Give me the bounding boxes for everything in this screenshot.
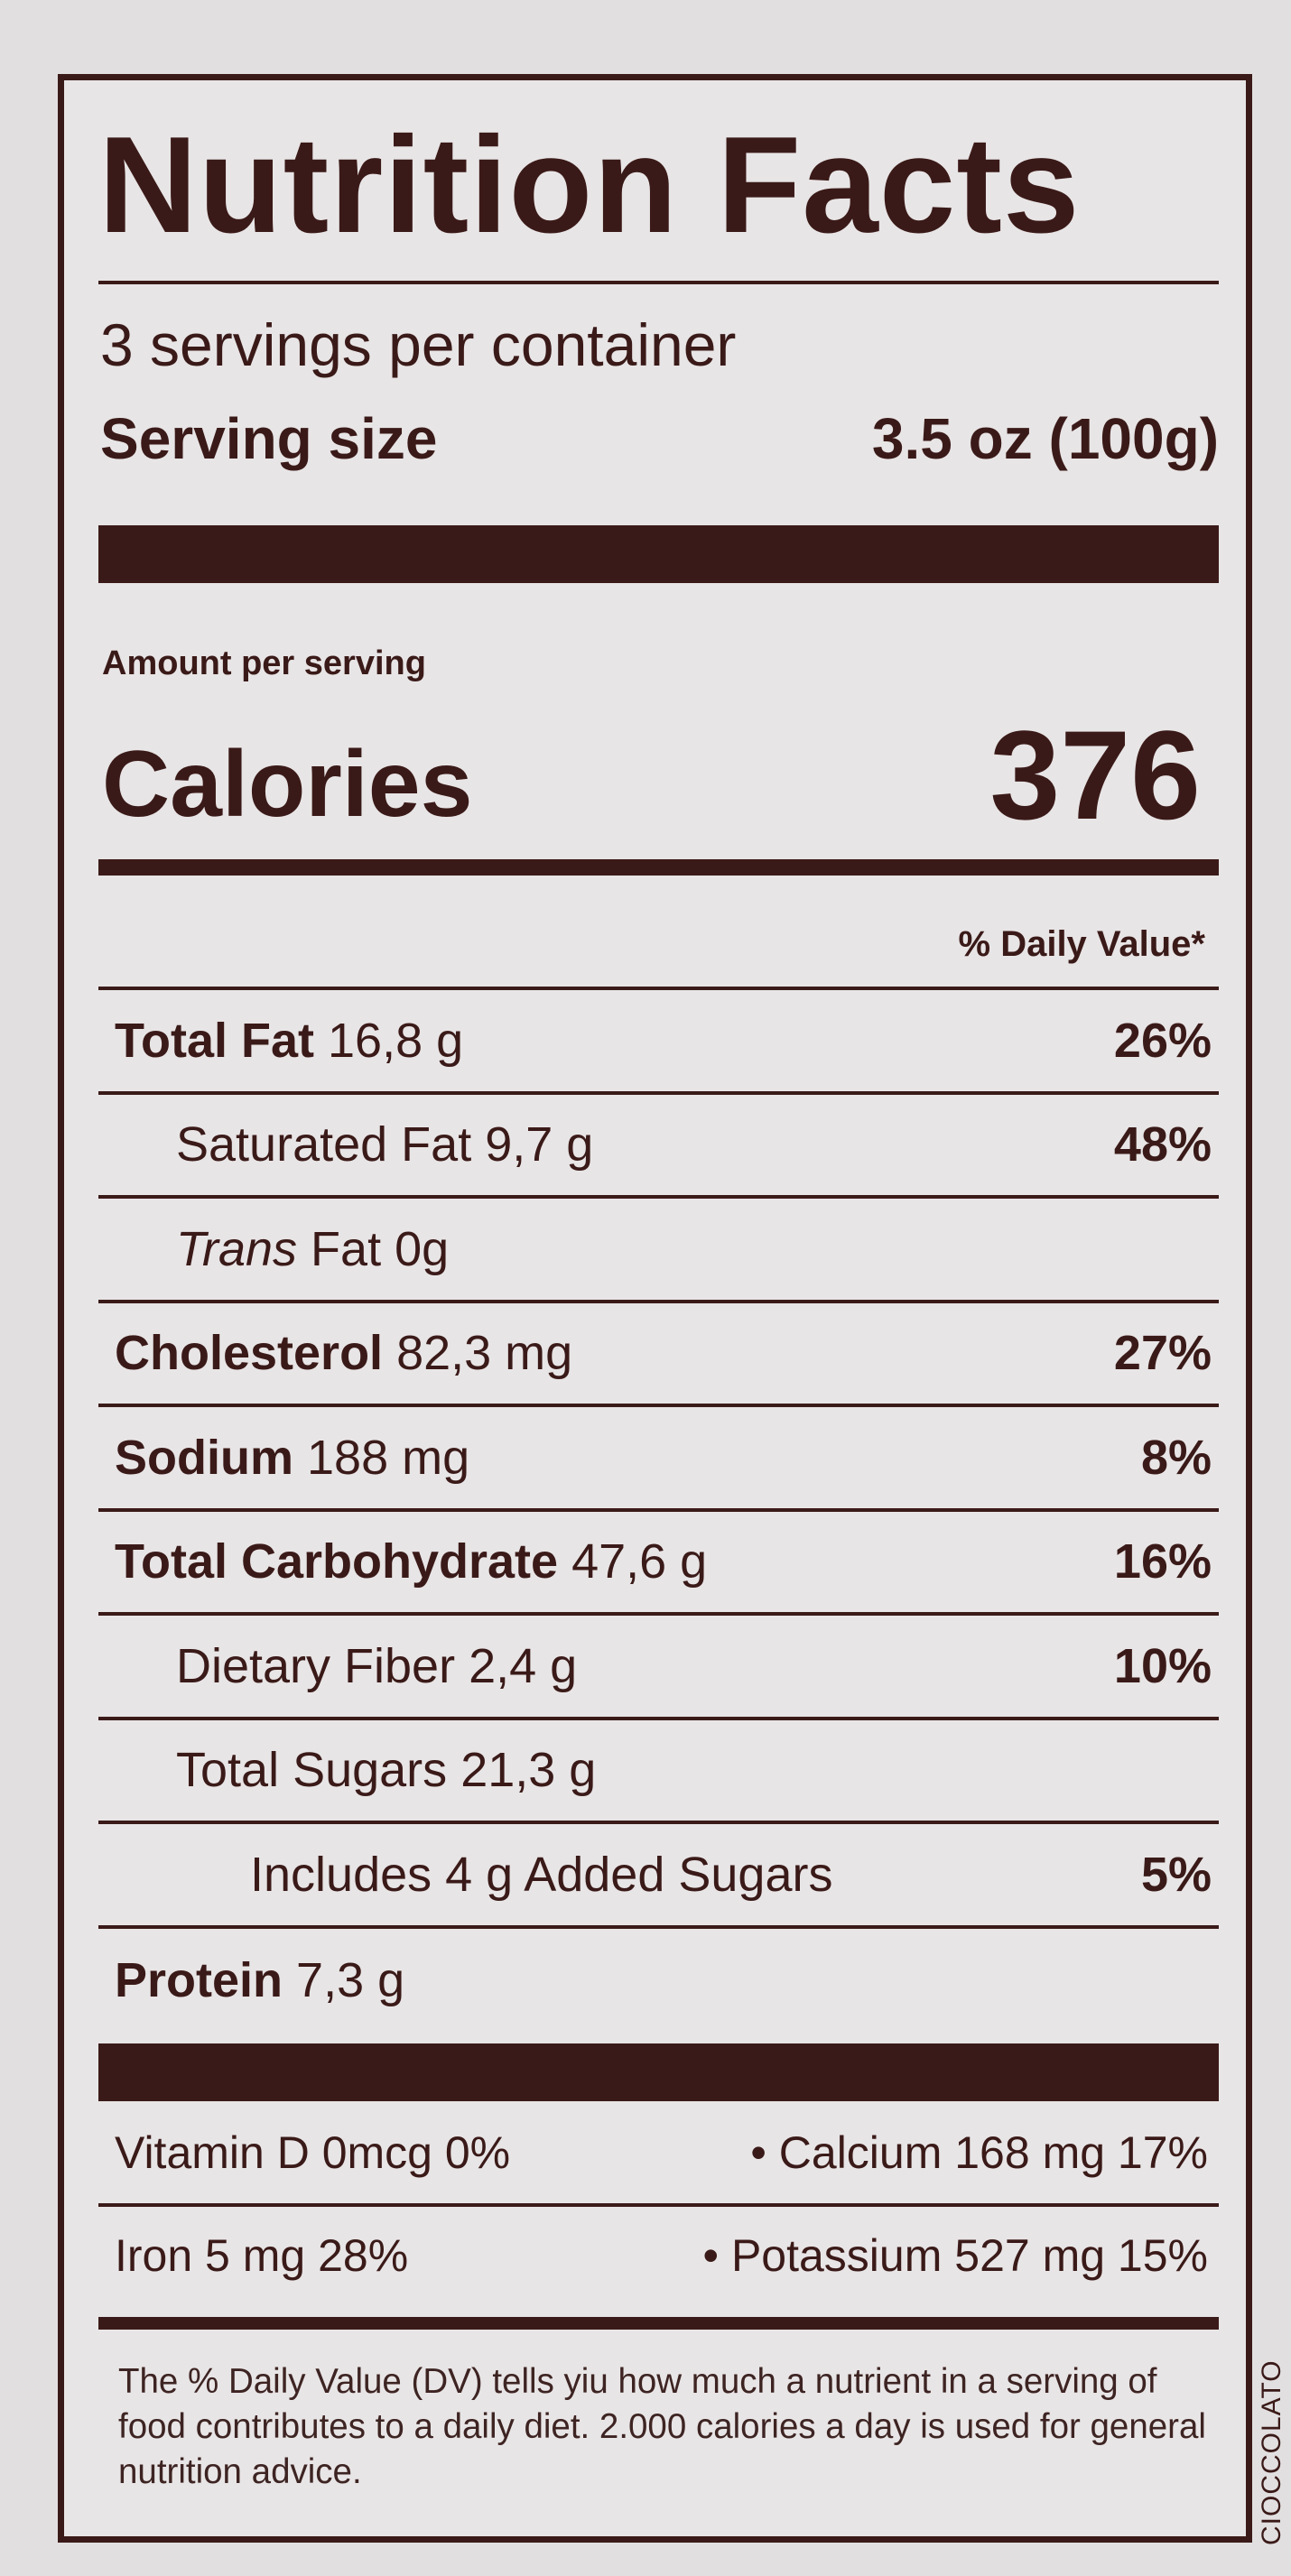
nutrient-row-total-carbohydrate: Total Carbohydrate 47,6 g 16%	[98, 1512, 1219, 1616]
daily-value-header: % Daily Value*	[958, 924, 1205, 964]
footnote: The % Daily Value (DV) tells yiu how muc…	[118, 2362, 1206, 2491]
side-text: CIOCCOLATO	[1257, 2359, 1286, 2545]
serving-size-value: 3.5 oz (100g)	[871, 406, 1219, 471]
divider	[98, 987, 1219, 990]
calories-value: 376	[989, 704, 1201, 846]
calories-label: Calories	[102, 732, 473, 837]
calories: Calories 376	[102, 712, 1219, 839]
amount-per-serving: Amount per serving	[102, 644, 426, 682]
thick-bar	[98, 2043, 1219, 2101]
nutrient-row-protein: Protein 7,3 g	[115, 1953, 405, 2008]
nutrient-row-dietary-fiber: Dietary Fiber 2,4 g 10%	[98, 1616, 1219, 1720]
medium-bar	[98, 859, 1219, 876]
vitamins-minerals: Vitamin D 0mcg 0% • Calcium 168 mg 17% Ir…	[98, 2102, 1219, 2304]
medium-bar	[98, 2317, 1219, 2330]
nutrition-facts-panel: Nutrition Facts 3 servings per container…	[58, 74, 1252, 2543]
serving-size-label: Serving size	[100, 406, 438, 471]
thick-bar	[98, 525, 1219, 583]
vitamin-row: Iron 5 mg 28% • Potassium 527 mg 15%	[98, 2203, 1219, 2304]
nutrient-row-cholesterol: Cholesterol 82,3 mg 27%	[98, 1303, 1219, 1407]
title: Nutrition Facts	[98, 108, 1081, 262]
nutrient-row-total-sugars: Total Sugars 21,3 g	[98, 1720, 1219, 1824]
servings-per-container: 3 servings per container	[100, 311, 737, 378]
divider	[98, 281, 1219, 284]
nutrient-row-sodium: Sodium 188 mg 8%	[98, 1407, 1219, 1512]
nutrient-row-saturated-fat: Saturated Fat 9,7 g 48%	[98, 1095, 1219, 1199]
nutrient-row-added-sugars: Includes 4 g Added Sugars 5%	[98, 1824, 1219, 1929]
vitamin-row: Vitamin D 0mcg 0% • Calcium 168 mg 17%	[115, 2127, 1208, 2178]
serving-size: Serving size 3.5 oz (100g)	[100, 410, 1219, 468]
nutrient-row-total-fat: Total Fat 16,8 g 26%	[98, 990, 1219, 1095]
nutrient-row-trans-fat: Trans Fat 0g	[98, 1199, 1219, 1303]
